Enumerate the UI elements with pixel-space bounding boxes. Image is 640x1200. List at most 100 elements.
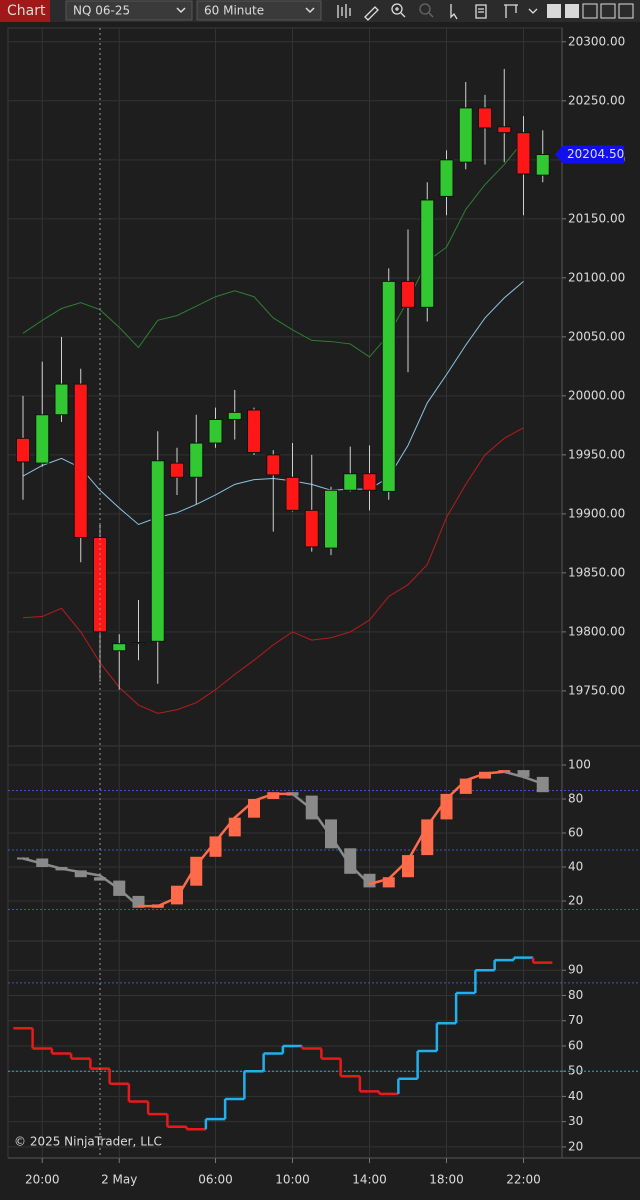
y-tick-label: 80 [568, 792, 583, 806]
last-price-marker [555, 145, 624, 164]
candle-body [362, 473, 377, 491]
y-tick-label: 100 [568, 758, 591, 772]
candle-body [458, 107, 473, 163]
y-tick-label: 40 [568, 860, 583, 874]
osc-line [426, 797, 448, 828]
y-tick-label: 40 [568, 1089, 583, 1103]
candle-body [150, 460, 165, 642]
osc-line [387, 858, 410, 881]
candle-body [227, 411, 242, 420]
osc-block [479, 771, 491, 779]
osc-block [267, 792, 280, 799]
candle-body [420, 199, 435, 308]
candle-body [170, 462, 184, 478]
candle-body [439, 159, 454, 197]
candle-body [343, 473, 358, 491]
toolbar-icons[interactable] [337, 3, 538, 21]
candle-body [478, 107, 492, 129]
y-tick-label: 70 [568, 1013, 583, 1027]
osc-line [118, 887, 140, 908]
candle-body [516, 132, 531, 175]
candle-body [497, 126, 512, 134]
maximize[interactable] [600, 3, 616, 19]
candle-body [535, 154, 550, 176]
instrument-label: NQ 06-25 [73, 4, 130, 18]
y-tick-label: 60 [568, 826, 583, 840]
button[interactable] [565, 4, 579, 18]
osc-block [228, 817, 241, 837]
osc-line [310, 807, 333, 838]
osc-line [522, 775, 544, 785]
candle-body [381, 280, 396, 492]
candle-body [285, 476, 300, 511]
interval-selector[interactable] [196, 0, 322, 21]
y-tick-label: 20000.00 [568, 388, 625, 402]
y-tick-label: 19750.00 [568, 683, 625, 697]
osc-line [214, 816, 236, 843]
y-tick-label: 20300.00 [568, 34, 625, 48]
osc-line [156, 896, 179, 908]
y-tick-label: 20050.00 [568, 329, 625, 343]
candle-body [189, 442, 204, 478]
osc-line [60, 867, 82, 874]
minimize[interactable] [582, 3, 598, 19]
osc-line [445, 779, 467, 801]
chart-layer: 19750.00 19800.00 19850.00 19900.00 19950.00… [8, 28, 640, 1187]
x-tick-label: 10:00 [275, 1173, 310, 1187]
last-price-label: 20204.50 [567, 147, 624, 161]
osc-line [175, 864, 198, 899]
y-tick-label: 19900.00 [568, 506, 625, 520]
candle-body [54, 383, 69, 416]
tab-label: Chart [7, 3, 46, 19]
osc-line [233, 799, 256, 819]
candle-body [401, 280, 415, 308]
osc-line [252, 792, 275, 802]
candle-body [73, 383, 88, 538]
y-tick-label: 20100.00 [568, 270, 625, 284]
osc-line [368, 877, 390, 886]
button[interactable] [547, 4, 561, 18]
osc-block [209, 836, 222, 857]
osc-line [41, 862, 63, 870]
instrument-selector[interactable] [65, 0, 193, 21]
osc-line [329, 835, 352, 867]
y-tick-label: 90 [568, 963, 583, 977]
y-tick-label: 30 [568, 1114, 583, 1128]
osc-line [98, 874, 121, 891]
y-tick-label: 60 [568, 1038, 583, 1052]
osc-block [402, 855, 414, 878]
band-line [22, 427, 524, 714]
x-tick-label: 20:00 [25, 1173, 60, 1187]
x-tick-label: 22:00 [506, 1173, 541, 1187]
candle-body [247, 409, 261, 453]
osc-line [406, 824, 429, 862]
candle-body [131, 642, 146, 645]
dropdown-arrow [176, 7, 186, 14]
osc-block [517, 770, 530, 777]
y-tick-label: 20 [568, 894, 583, 908]
y-tick-label: 19850.00 [568, 565, 625, 579]
close[interactable] [618, 3, 634, 19]
y-tick-label: 20150.00 [568, 211, 625, 225]
osc-line [79, 870, 102, 877]
candle-body [324, 489, 338, 549]
y-tick-label: 50 [568, 1064, 583, 1078]
osc-block [190, 856, 203, 886]
y-tick-label: 19800.00 [568, 624, 625, 638]
chart-tab[interactable] [0, 0, 50, 22]
interval-label: 60 Minute [204, 4, 264, 18]
toolbar: Chart NQ 06-25 60 Minute [0, 0, 640, 22]
candle-body [16, 437, 30, 463]
osc-line [503, 770, 525, 779]
osc-line [349, 864, 371, 886]
x-tick-label: 06:00 [198, 1173, 233, 1187]
osc-block [132, 895, 145, 908]
y-tick-label: 80 [568, 988, 583, 1002]
window-buttons[interactable] [547, 3, 634, 19]
candle-body [304, 509, 319, 548]
osc-line [195, 840, 217, 867]
candle-body [266, 454, 281, 476]
copyright: © 2025 NinjaTrader, LLC [14, 1135, 162, 1149]
x-tick-label: 18:00 [429, 1173, 464, 1187]
